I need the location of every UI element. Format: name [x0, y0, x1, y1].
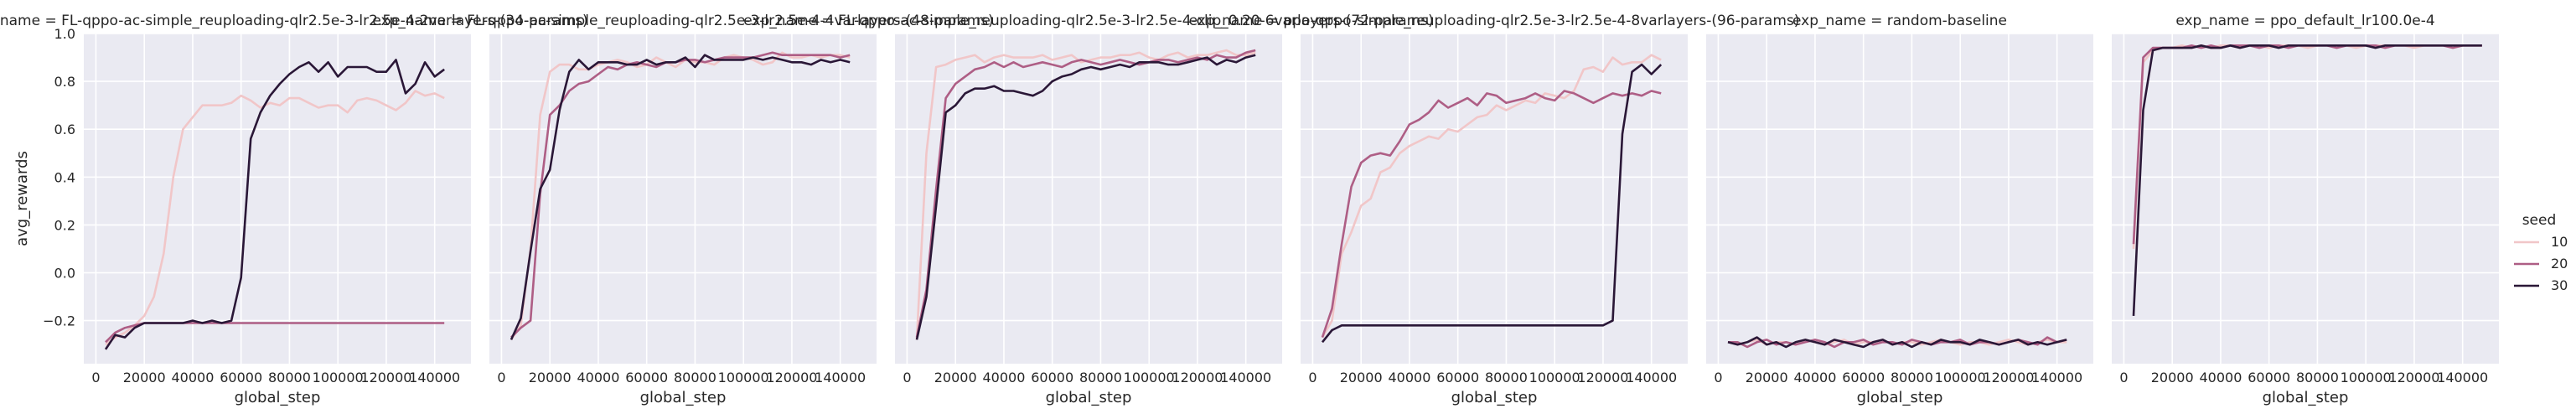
panel-background	[1301, 34, 1688, 364]
x-tick-label: 20000	[1746, 370, 1788, 385]
legend-label: 10	[2551, 234, 2568, 250]
series-line-seed-30	[2132, 44, 2482, 316]
panel-title: exp_name = FL-qppo-ac-simple_reuploading…	[372, 13, 993, 29]
panel-background	[2112, 34, 2499, 364]
x-tick-label: 0	[91, 370, 100, 385]
x-axis-label: global_step	[2263, 389, 2349, 406]
x-tick-label: 120000	[766, 370, 817, 385]
x-tick-label: 80000	[1079, 370, 1122, 385]
y-axis-label: avg_rewards	[13, 151, 31, 246]
panel-background	[1706, 34, 2093, 364]
y-tick-label: −0.2	[43, 313, 75, 329]
x-tick-label: 60000	[1031, 370, 1073, 385]
x-tick-label: 60000	[625, 370, 668, 385]
series-line-seed-10	[510, 51, 851, 341]
x-axis-label: global_step	[1857, 389, 1943, 406]
x-tick-label: 20000	[529, 370, 572, 385]
x-tick-label: 40000	[171, 370, 214, 385]
y-tick-label: 0.8	[54, 74, 75, 90]
x-tick-label: 60000	[220, 370, 262, 385]
x-tick-label: 140000	[409, 370, 460, 385]
x-axis-label: global_step	[1451, 389, 1538, 406]
x-tick-label: 140000	[2437, 370, 2488, 385]
panel-background	[895, 34, 1282, 364]
panel-title: exp_name = ppo_default_lr100.0e-4	[2175, 13, 2434, 29]
series-line-seed-10	[105, 90, 445, 346]
y-tick-label: 0.4	[54, 169, 75, 185]
series-line-seed-20	[915, 49, 1256, 338]
x-tick-label: 80000	[2296, 370, 2339, 385]
x-tick-label: 120000	[360, 370, 411, 385]
x-tick-label: 40000	[1388, 370, 1430, 385]
series-line-seed-30	[1321, 63, 1663, 344]
x-tick-label: 60000	[1842, 370, 1885, 385]
x-tick-label: 40000	[2199, 370, 2242, 385]
y-tick-label: 1.0	[54, 26, 75, 42]
panel-background	[489, 34, 877, 364]
x-tick-label: 80000	[268, 370, 311, 385]
y-tick-label: 0.2	[54, 217, 75, 233]
x-axis-label: global_step	[640, 389, 727, 406]
x-tick-label: 40000	[982, 370, 1025, 385]
panel-background	[84, 34, 471, 364]
series-line-seed-30	[104, 59, 445, 350]
x-tick-label: 0	[2119, 370, 2128, 385]
y-tick-label: 0.6	[54, 122, 75, 137]
x-tick-label: 80000	[1891, 370, 1933, 385]
x-tick-label: 40000	[1793, 370, 1836, 385]
x-tick-label: 100000	[2341, 370, 2392, 385]
x-tick-label: 0	[1308, 370, 1316, 385]
x-tick-label: 20000	[934, 370, 977, 385]
x-tick-label: 80000	[674, 370, 716, 385]
series-line-seed-30	[510, 54, 851, 340]
x-tick-label: 120000	[1172, 370, 1223, 385]
x-tick-label: 0	[1714, 370, 1722, 385]
x-tick-label: 140000	[2031, 370, 2082, 385]
x-tick-label: 0	[497, 370, 505, 385]
x-tick-label: 120000	[1983, 370, 2034, 385]
panel-title: exp_name = random-baseline	[1792, 13, 2007, 29]
x-tick-label: 40000	[577, 370, 619, 385]
x-tick-label: 20000	[2151, 370, 2194, 385]
x-tick-label: 100000	[1529, 370, 1580, 385]
x-tick-label: 100000	[718, 370, 769, 385]
series-line-seed-30	[915, 54, 1256, 340]
x-axis-label: global_step	[235, 389, 321, 406]
panel-title: exp_name = ppo-qppo-simple_reuploading-q…	[1189, 13, 1800, 29]
series-line-seed-20	[1321, 90, 1662, 339]
panel-title: exp_name = FL-qppo-ac-simple_reuploading…	[743, 13, 1433, 29]
legend-label: 30	[2551, 277, 2568, 293]
x-tick-label: 0	[903, 370, 911, 385]
y-tick-label: 0.0	[54, 266, 75, 282]
x-tick-label: 100000	[1935, 370, 1986, 385]
x-tick-label: 140000	[815, 370, 866, 385]
x-tick-label: 80000	[1485, 370, 1528, 385]
panel-title: exp_name = FL-qppo-ac-simple_reuploading…	[0, 13, 588, 29]
x-tick-label: 120000	[1577, 370, 1628, 385]
x-tick-label: 20000	[1340, 370, 1383, 385]
x-tick-label: 20000	[123, 370, 166, 385]
x-tick-label: 120000	[2388, 370, 2439, 385]
x-tick-label: 140000	[1220, 370, 1271, 385]
x-tick-label: 140000	[1626, 370, 1677, 385]
legend-label: 20	[2551, 256, 2568, 272]
series-line-seed-30	[1727, 336, 2067, 349]
x-axis-label: global_step	[1046, 389, 1132, 406]
x-tick-label: 100000	[1124, 370, 1175, 385]
series-line-seed-10	[1321, 54, 1662, 339]
x-tick-label: 60000	[2248, 370, 2290, 385]
legend-title: seed	[2522, 212, 2557, 229]
x-tick-label: 60000	[1436, 370, 1479, 385]
x-tick-label: 100000	[313, 370, 364, 385]
